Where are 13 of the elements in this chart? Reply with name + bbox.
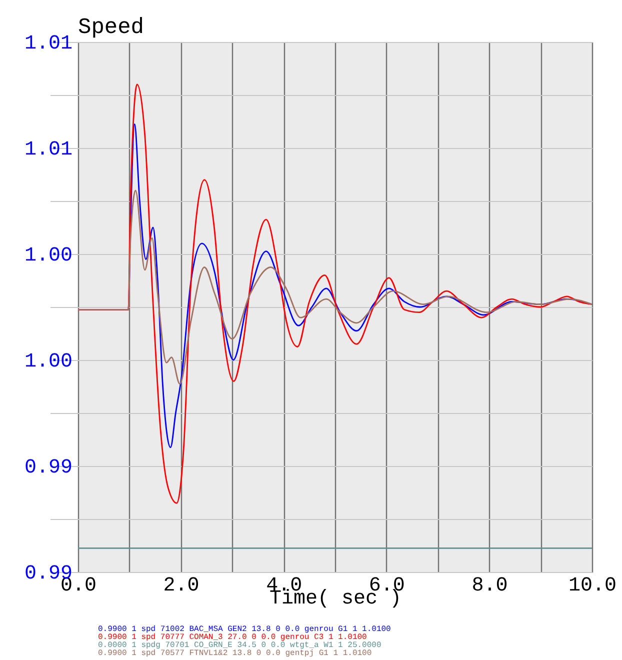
text: 0.9900 1 spd 71002 BAC_MSA GEN2 13.8 0 0.0 genrou G1 1 1.0100 (98, 625, 392, 634)
text: 0.0000 1 spdg 70701 CO_GRN_E 34.5 0 0.0 wtgt_a W1 1 25.0000 (98, 641, 382, 650)
y-tick-label: 1.01 (24, 138, 72, 162)
text: 0.9900 1 spd 70777 COMAN_3 27.0 0 0.0 genrou C3 1 1.0100 (98, 633, 368, 642)
y-tick-label: 1.01 (24, 32, 72, 56)
x-tick-label: 2.0 (163, 574, 200, 598)
x-tick-label: 8.0 (472, 574, 508, 598)
text: 0.9900 1 spd 70577 FTNVL1&2 13.8 0 0.0 gentpj G1 1 1.0100 (98, 649, 372, 658)
chart-title: Speed (78, 15, 144, 40)
y-tick-label: 1.00 (24, 350, 72, 374)
y-tick-label: 0.99 (24, 456, 72, 480)
y-tick-label: 1.00 (24, 244, 72, 268)
x-tick-label: 10.0 (568, 574, 617, 598)
